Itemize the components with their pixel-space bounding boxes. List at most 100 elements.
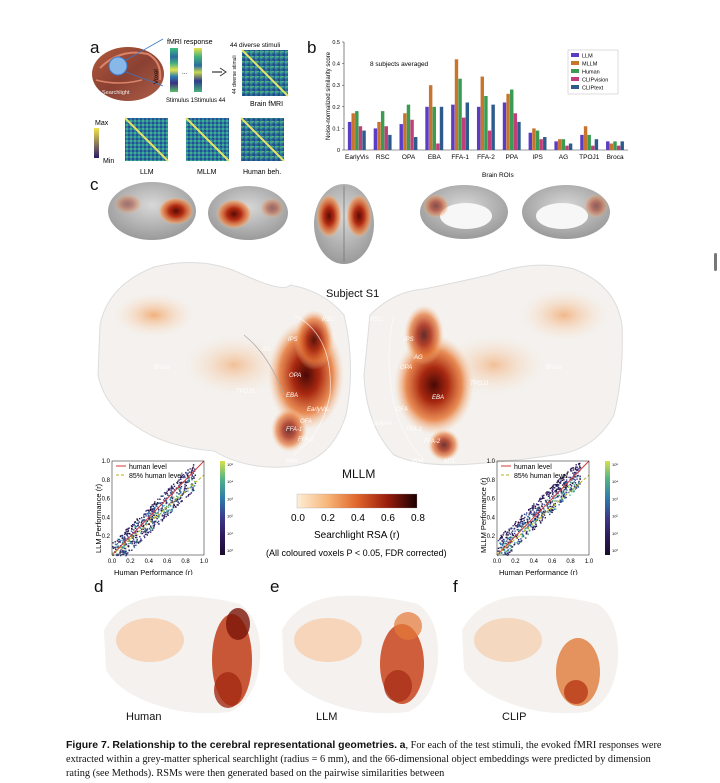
roi-label-right: EBA xyxy=(432,395,444,401)
85-percent-human-level-line xyxy=(496,474,590,556)
density-tick: 10⁴ xyxy=(227,479,233,484)
bar xyxy=(362,130,366,150)
voxel-label: Voxel xyxy=(154,69,160,84)
scatter-mllm-vs-human: MLLM Performance (r) Human Performance (r… xyxy=(479,459,618,575)
scatter-xtick: 1.0 xyxy=(200,559,209,565)
roi-label-left: AG xyxy=(261,347,271,353)
bar-chart-ytick: 0.4 xyxy=(332,62,340,68)
figure-caption: Figure 7. Relationship to the cerebral r… xyxy=(66,738,666,781)
stimulus-44-column xyxy=(194,48,202,92)
scatter-legend-85-human-level: 85% human level xyxy=(129,473,183,480)
flatmap-llm: LLM xyxy=(282,595,439,720)
bottom-map-label-llm: LLM xyxy=(316,711,337,720)
bar xyxy=(439,106,444,150)
colorbar-max-label: Max xyxy=(95,120,109,127)
bar-chart-xlabel: Brain ROIs xyxy=(482,172,515,179)
human-level-line xyxy=(496,460,590,556)
density-tick: 10⁰ xyxy=(227,548,233,553)
bar-chart-xtick: AG xyxy=(559,154,568,161)
roi-bar-chart: Noise-normalized similarity score 8 subj… xyxy=(326,40,628,179)
scatter-xtick: 0.8 xyxy=(181,559,190,565)
scrollbar-thumb[interactable] xyxy=(714,253,717,271)
bar xyxy=(568,143,573,150)
roi-label-right: AG xyxy=(413,355,423,361)
density-tick: 10⁰ xyxy=(612,548,618,553)
panel-letter-e: e xyxy=(270,577,280,596)
bar xyxy=(403,113,407,150)
colorbar-label: Searchlight RSA (r) xyxy=(314,530,400,541)
scatter-ytick: 1.0 xyxy=(102,459,111,465)
bar xyxy=(373,128,378,150)
roi-label-left: PPA xyxy=(286,459,298,465)
rsm-colorbar xyxy=(94,128,99,158)
scatter-xtick: 0.8 xyxy=(566,559,575,565)
flatmap-human: Human xyxy=(104,595,261,720)
density-tick: 10⁵ xyxy=(227,462,233,467)
searchlight-colorbar: 0.0 0.2 0.4 0.6 0.8 Searchlight RSA (r) (All… xyxy=(266,493,447,558)
bar xyxy=(616,145,621,150)
bar xyxy=(587,134,591,150)
bar xyxy=(355,111,359,150)
bar xyxy=(580,134,584,150)
bar xyxy=(506,93,510,150)
bar xyxy=(461,117,466,150)
roi-label-left: Broca xyxy=(154,365,170,371)
rsm-label-llm: LLM xyxy=(140,169,154,176)
bar xyxy=(347,121,352,150)
bar-chart-ylabel: Noise-normalized similarity score xyxy=(326,51,332,140)
scatter-xlabel: Human Performance (r) xyxy=(499,568,578,575)
bar xyxy=(528,132,533,150)
scatter-xtick: 0.2 xyxy=(126,559,135,565)
legend-entry: Human xyxy=(582,70,600,76)
scatter-ytick: 1.0 xyxy=(487,459,496,465)
density-tick: 10² xyxy=(227,514,233,519)
bar xyxy=(558,139,562,150)
roi-label-left: MTL xyxy=(228,463,240,469)
bar xyxy=(517,121,521,150)
scatter-ylabel: LLM Performance (r) xyxy=(94,483,103,553)
bottom-map-label-clip: CLIP xyxy=(502,711,526,720)
scatter-ytick: 0.8 xyxy=(102,478,111,484)
bar-chart-xtick: TPOJ1 xyxy=(579,154,600,161)
scatter-ytick: 0.2 xyxy=(102,534,111,540)
density-tick: 10¹ xyxy=(612,531,618,536)
bar xyxy=(476,106,481,150)
bar xyxy=(454,59,459,150)
brain-illustration xyxy=(92,38,164,101)
bar xyxy=(554,141,558,150)
roi-label-right: PPA xyxy=(412,459,424,465)
bar xyxy=(380,111,385,150)
bar xyxy=(384,126,388,150)
legend-swatch xyxy=(571,61,579,65)
bar xyxy=(358,126,363,150)
density-colorbar xyxy=(220,461,225,555)
rsm-label-human-beh: Human beh. xyxy=(243,169,281,176)
roi-label-right: OFA xyxy=(396,407,408,413)
bar xyxy=(539,139,543,150)
brain-medial-left xyxy=(420,185,508,239)
caption-title: Relationship to the cerebral representat… xyxy=(112,739,398,751)
bar xyxy=(480,76,485,150)
bar-chart-legend: LLM MLLM Human CLIPvision CLIPtext xyxy=(567,49,619,95)
bar xyxy=(491,104,495,150)
density-tick: 10³ xyxy=(612,496,618,501)
roi-label-left: OFA xyxy=(300,419,312,425)
bar xyxy=(591,145,595,150)
roi-label-right: IPS xyxy=(404,337,414,343)
legend-entry: MLLM xyxy=(582,62,598,68)
scatter-xtick: 0.6 xyxy=(548,559,557,565)
legend-swatch xyxy=(571,53,579,57)
scatter-legend-85-human-level: 85% human level xyxy=(514,473,568,480)
bar xyxy=(561,139,566,150)
subject-label: Subject S1 xyxy=(326,288,379,300)
panel-letter-d: d xyxy=(94,577,104,596)
bar-chart-xtick: FFA-2 xyxy=(477,154,495,161)
brain-lateral-right xyxy=(208,186,288,240)
bar xyxy=(513,113,518,150)
bar-chart-ytick: 0.5 xyxy=(332,40,340,46)
bar-chart-xtick: IPS xyxy=(532,154,543,161)
diverse-stimuli-axis-label: 44 diverse stimuli xyxy=(232,55,238,94)
bar xyxy=(583,126,588,150)
density-tick: 10¹ xyxy=(227,531,233,536)
svg-text:...: ... xyxy=(182,70,187,76)
